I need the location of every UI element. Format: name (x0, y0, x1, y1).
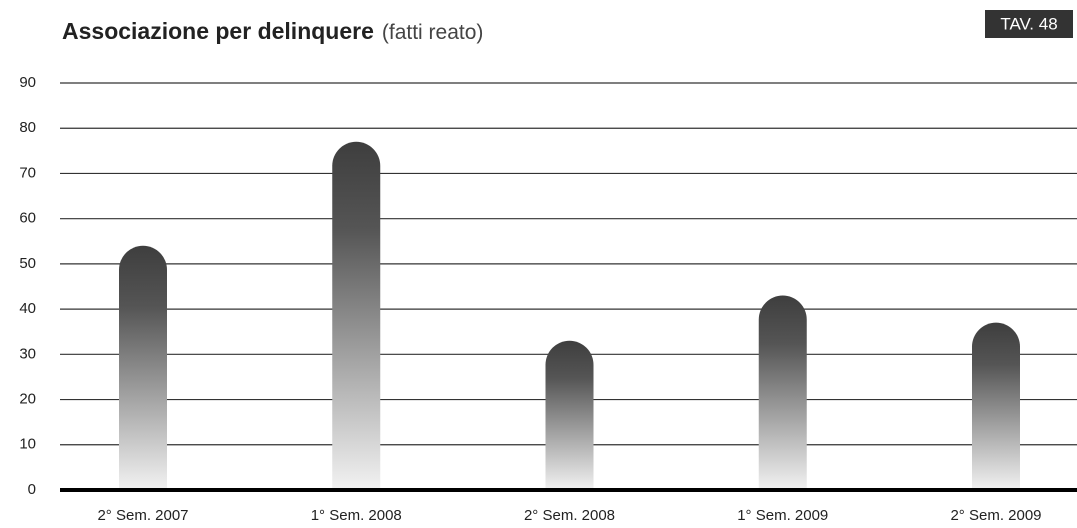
x-tick-label: 2° Sem. 2007 (97, 507, 188, 524)
title: Associazione per delinquere (62, 18, 374, 44)
x-tick-label: 1° Sem. 2008 (311, 507, 402, 524)
y-tick-label: 90 (19, 74, 36, 91)
badge: TAV. 48 (1000, 14, 1057, 33)
y-tick-label: 30 (19, 345, 36, 362)
subtitle: (fatti reato) (382, 21, 484, 44)
bar (545, 340, 594, 490)
bar (332, 141, 381, 491)
x-tick-label: 2° Sem. 2009 (950, 507, 1041, 524)
y-tick-label: 50 (19, 255, 36, 272)
bar (758, 295, 807, 490)
x-tick-label: 1° Sem. 2009 (737, 507, 828, 524)
y-tick-label: 80 (19, 119, 36, 136)
badge-bg (985, 10, 1073, 38)
x-tick-label: 2° Sem. 2008 (524, 507, 615, 524)
bar (972, 322, 1020, 490)
y-tick-label: 40 (19, 300, 36, 317)
y-tick-label: 10 (19, 436, 36, 453)
y-tick-label: 70 (19, 164, 36, 181)
y-tick-label: 20 (19, 391, 36, 408)
y-tick-label: 60 (19, 210, 36, 227)
y-tick-label: 0 (28, 481, 36, 498)
chart-title: Associazione per delinquere (fatti reato) (62, 18, 483, 44)
bar (119, 245, 167, 490)
